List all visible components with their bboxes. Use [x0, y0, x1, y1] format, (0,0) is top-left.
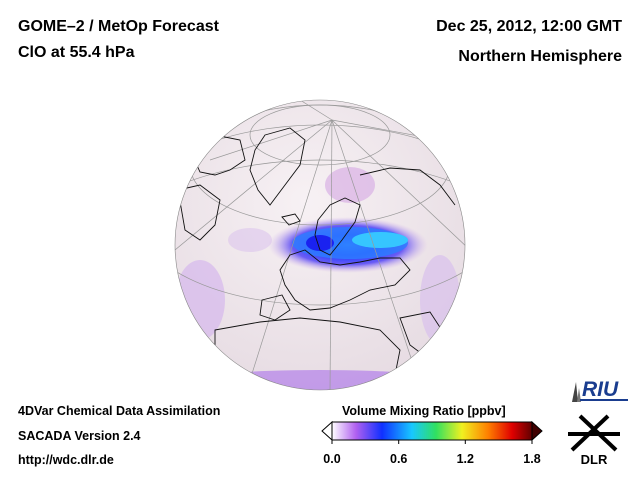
chart-subtitle: ClO at 55.4 hPa	[18, 44, 135, 61]
colorbar-tick: 1.2	[456, 452, 474, 466]
footer-assimilation: 4DVar Chemical Data Assimilation	[18, 404, 221, 418]
colorbar-title: Volume Mixing Ratio [ppbv]	[342, 404, 506, 418]
footer-url: http://wdc.dlr.de	[18, 453, 114, 467]
colorbar	[321, 420, 543, 444]
region-label: Northern Hemisphere	[458, 48, 622, 65]
chart-title: GOME–2 / MetOp Forecast	[18, 18, 219, 35]
colorbar-tick: 0.0	[323, 452, 341, 466]
dlr-logo-text: DLR	[581, 452, 608, 467]
riu-logo: RIU	[572, 378, 628, 402]
dlr-logo: DLR	[568, 414, 620, 467]
colorbar-gradient	[331, 421, 533, 441]
footer-version: SACADA Version 2.4	[18, 429, 141, 443]
riu-logo-text: RIU	[582, 378, 619, 401]
colorbar-tick: 1.8	[523, 452, 541, 466]
colorbar-max-arrow	[531, 420, 543, 442]
colorbar-tick: 0.6	[389, 452, 408, 466]
forecast-datetime: Dec 25, 2012, 12:00 GMT	[436, 18, 622, 35]
colorbar-min-arrow	[321, 420, 333, 442]
